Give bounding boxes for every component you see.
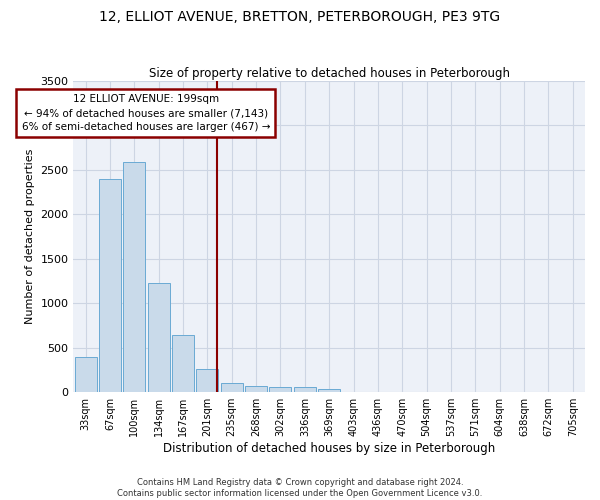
Text: 12 ELLIOT AVENUE: 199sqm
← 94% of detached houses are smaller (7,143)
6% of semi: 12 ELLIOT AVENUE: 199sqm ← 94% of detach… [22, 94, 270, 132]
Title: Size of property relative to detached houses in Peterborough: Size of property relative to detached ho… [149, 66, 509, 80]
Bar [221, 383, 242, 392]
Bar [245, 386, 267, 392]
Bar [294, 388, 316, 392]
Text: 12, ELLIOT AVENUE, BRETTON, PETERBOROUGH, PE3 9TG: 12, ELLIOT AVENUE, BRETTON, PETERBOROUGH… [100, 10, 500, 24]
Bar [172, 335, 194, 392]
Bar [124, 162, 145, 392]
Bar [99, 180, 121, 392]
Bar [318, 389, 340, 392]
Text: Contains HM Land Registry data © Crown copyright and database right 2024.
Contai: Contains HM Land Registry data © Crown c… [118, 478, 482, 498]
Y-axis label: Number of detached properties: Number of detached properties [25, 149, 35, 324]
Bar [74, 358, 97, 392]
Bar [148, 282, 170, 392]
Bar [196, 369, 218, 392]
X-axis label: Distribution of detached houses by size in Peterborough: Distribution of detached houses by size … [163, 442, 496, 455]
Bar [269, 387, 292, 392]
